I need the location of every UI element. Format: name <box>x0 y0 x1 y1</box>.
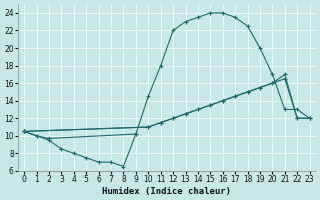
X-axis label: Humidex (Indice chaleur): Humidex (Indice chaleur) <box>102 187 231 196</box>
